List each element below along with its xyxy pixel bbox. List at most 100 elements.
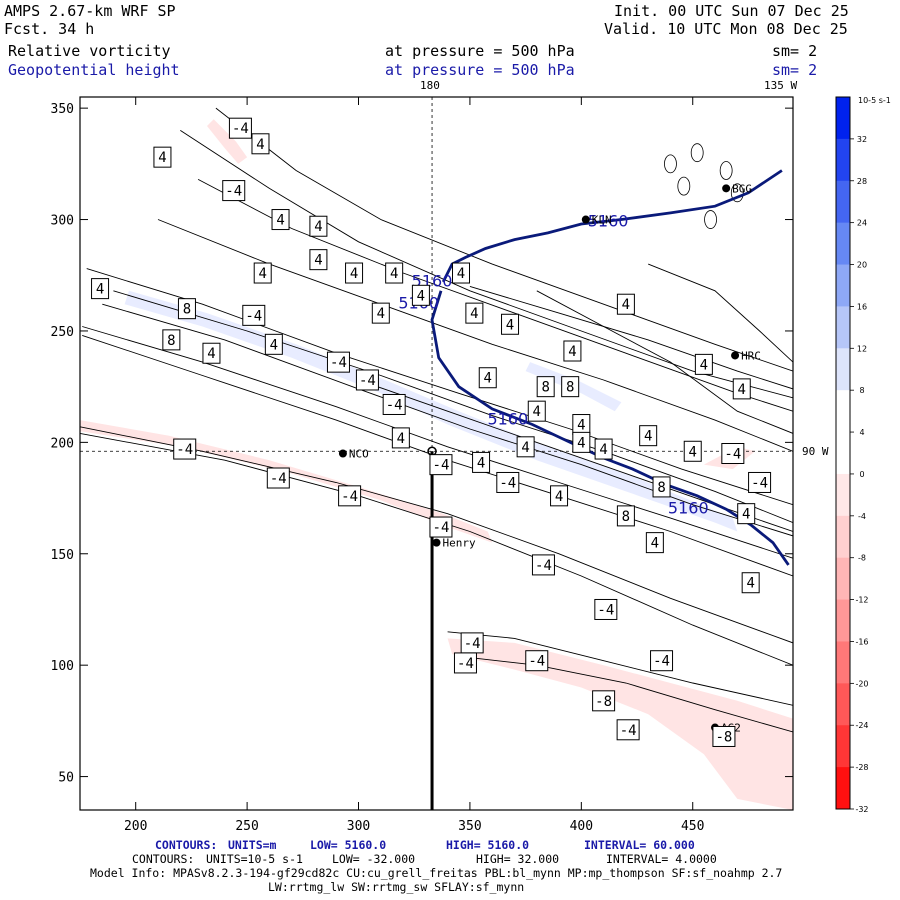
vorticity-contour-label: 4 <box>555 489 563 505</box>
contour-label-box <box>385 262 404 284</box>
contour-label-box <box>531 554 555 576</box>
contour-label-box <box>732 378 751 400</box>
y-tick-label: 250 <box>51 325 74 340</box>
height-contour-5160-north <box>441 169 783 283</box>
colorbar-tick-label: 4 <box>859 428 864 437</box>
vorticity-contour-label: 4 <box>207 346 215 362</box>
contour-label-box <box>253 262 272 284</box>
contour-label-box <box>561 376 580 398</box>
vorticity-contour-label: 4 <box>477 455 485 471</box>
footer-height-low: LOW= 5160.0 <box>310 838 387 852</box>
vorticity-contour-label: -4 <box>386 397 403 413</box>
footer-vort-high: HIGH= 32.000 <box>476 852 560 866</box>
station-dot <box>581 215 590 224</box>
vorticity-contour-label: 8 <box>541 380 549 396</box>
contour-label-box <box>616 719 640 741</box>
vorticity-fill-band <box>207 119 248 164</box>
vorticity-contour-label: -4 <box>528 654 545 670</box>
vorticity-contour-label: -8 <box>715 729 732 745</box>
colorbar-segment <box>836 725 850 768</box>
vorticity-contour-label: 4 <box>457 266 465 282</box>
contour-label-box <box>527 400 546 422</box>
station-label: HRC <box>741 349 761 362</box>
plot-frame <box>79 96 794 811</box>
colorbar-segment <box>836 473 850 517</box>
vorticity-contour-label: 8 <box>622 509 630 525</box>
vorticity-contour-label: 4 <box>314 219 322 235</box>
y-tick-label: 150 <box>51 548 74 563</box>
colorbar-segment <box>836 641 850 684</box>
contour-label-box <box>645 532 664 554</box>
colorbar-segment <box>836 515 850 559</box>
colorbar-segment <box>836 264 850 307</box>
vorticity-contour-label: 4 <box>96 282 104 298</box>
forecast-hour: Fcst. 34 h <box>4 20 95 38</box>
vorticity-contour-label: -4 <box>225 184 242 200</box>
vorticity-contour-label: 8 <box>566 380 574 396</box>
contour-label-box <box>222 180 246 202</box>
colorbar-segment <box>836 138 850 182</box>
station-label: BGG <box>732 182 752 195</box>
lon-135w-label: 135 W <box>764 79 798 92</box>
x-tick-label: 450 <box>681 819 704 834</box>
model-title: AMPS 2.67-km WRF SP <box>4 2 176 20</box>
vorticity-contour-label: 4 <box>622 297 630 313</box>
contour-label-box <box>594 438 613 460</box>
footer-height-interval: INTERVAL= 60.000 <box>584 838 695 852</box>
colorbar-segment <box>836 767 850 810</box>
vorticity-contour-label: 8 <box>183 302 191 318</box>
contour-label-box <box>411 284 430 306</box>
footer-vort-label: CONTOURS: <box>132 852 195 866</box>
contour-label-box <box>694 353 713 375</box>
vorticity-contour <box>447 631 793 706</box>
colorbar-tick-label: -20 <box>855 679 868 688</box>
colorbar-tick-label: -24 <box>855 721 868 730</box>
contour-label-box <box>153 146 172 168</box>
vorticity-contour-label: -4 <box>270 471 287 487</box>
vorticity-contour-label: 4 <box>256 137 264 153</box>
colorbar-segment <box>836 557 850 601</box>
contour-label-box <box>264 333 283 355</box>
small-contour <box>677 176 691 196</box>
contour-label-box <box>266 467 290 489</box>
x-tick-label: 200 <box>124 819 147 834</box>
colorbar-unit: 10-5 s-1 <box>858 96 891 105</box>
colorbar-tick-label: -32 <box>855 805 868 814</box>
vorticity-contour-label: -4 <box>724 447 741 463</box>
contour-label-box <box>453 652 477 674</box>
small-contour <box>730 183 744 203</box>
footer-physics: LW:rrtmg_lw SW:rrtmg_sw SFLAY:sf_mynn <box>268 880 525 894</box>
contour-label-box <box>616 293 635 315</box>
station-dot <box>722 184 731 193</box>
contour-label-box <box>371 302 390 324</box>
colorbar-segment <box>836 97 850 140</box>
contour-label-box <box>721 443 745 464</box>
contour-label-box <box>748 471 772 493</box>
footer-height-label: CONTOURS: <box>155 838 218 852</box>
vorticity-contour-label: 4 <box>377 306 385 322</box>
height-contour-label: 5160 <box>487 410 528 429</box>
colorbar-tick-label: 8 <box>859 386 864 395</box>
contour-label-box <box>271 209 290 231</box>
x-tick-label: 400 <box>570 819 593 834</box>
vorticity-contour-label: -4 <box>245 308 262 324</box>
vorticity-contour-label: -4 <box>341 489 358 505</box>
vorticity-contour-label: 4 <box>470 306 478 322</box>
valid-time: Valid. 10 UTC Mon 08 Dec 25 <box>604 20 848 38</box>
field1-pressure: at pressure = 500 hPa <box>385 42 575 60</box>
colorbar-segment <box>836 599 850 642</box>
y-tick-label: 50 <box>58 771 74 786</box>
contour-label-box <box>712 725 736 747</box>
vorticity-contour-label: 4 <box>651 536 659 552</box>
station-label: Henry <box>443 537 476 550</box>
vorticity-contour-label: 4 <box>276 213 284 229</box>
footer-model-info: Model Info: MPASv8.2.3-194-gf29cd82c CU:… <box>90 866 783 880</box>
height-contour-label: 5160 <box>588 211 629 230</box>
vorticity-contour-label: 4 <box>742 507 750 523</box>
vorticity-contour-label: 4 <box>390 266 398 282</box>
vorticity-contour <box>180 130 793 399</box>
colorbar-tick-label: -8 <box>858 554 866 563</box>
vorticity-contour <box>86 268 793 506</box>
contour-label-box <box>465 302 484 324</box>
contour-label-box <box>338 485 362 507</box>
